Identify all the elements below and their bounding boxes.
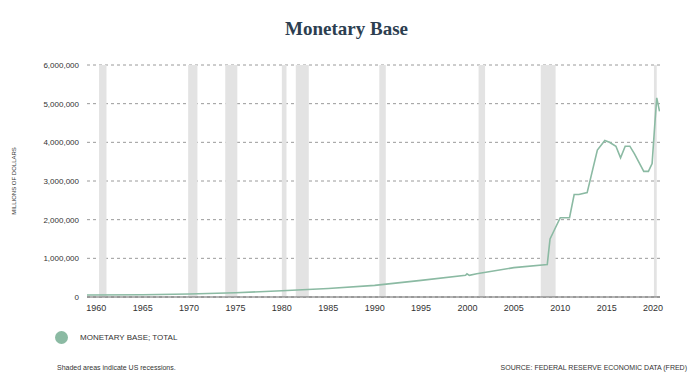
svg-text:2015: 2015 — [597, 303, 617, 313]
svg-text:4,000,000: 4,000,000 — [43, 138, 79, 147]
svg-text:0: 0 — [75, 293, 80, 302]
html-text:Shaded areas indicate US reces: Shaded areas indicate US recessions. — [57, 364, 176, 371]
html-text:Monetary Base: Monetary Base — [285, 18, 408, 39]
svg-text:1960: 1960 — [86, 303, 106, 313]
svg-text:MILLIONS OF DOLLARS: MILLIONS OF DOLLARS — [11, 147, 17, 215]
html-text:MONETARY BASE; TOTAL: MONETARY BASE; TOTAL — [80, 333, 178, 342]
svg-text:1965: 1965 — [133, 303, 153, 313]
svg-text:1970: 1970 — [179, 303, 199, 313]
svg-text:1985: 1985 — [318, 303, 338, 313]
svg-text:3,000,000: 3,000,000 — [43, 177, 79, 186]
svg-text:5,000,000: 5,000,000 — [43, 100, 79, 109]
svg-text:2,000,000: 2,000,000 — [43, 216, 79, 225]
svg-text:6,000,000: 6,000,000 — [43, 61, 79, 70]
svg-text:1990: 1990 — [365, 303, 385, 313]
svg-text:2010: 2010 — [550, 303, 570, 313]
svg-text:2000: 2000 — [457, 303, 477, 313]
svg-text:1995: 1995 — [411, 303, 431, 313]
html-text:SOURCE: FEDERAL RESERVE ECONOM: SOURCE: FEDERAL RESERVE ECONOMIC DATA (F… — [500, 364, 687, 371]
svg-text:1975: 1975 — [225, 303, 245, 313]
svg-text:1,000,000: 1,000,000 — [43, 254, 79, 263]
svg-text:2020: 2020 — [643, 303, 663, 313]
svg-text:1980: 1980 — [272, 303, 292, 313]
svg-text:2005: 2005 — [504, 303, 524, 313]
